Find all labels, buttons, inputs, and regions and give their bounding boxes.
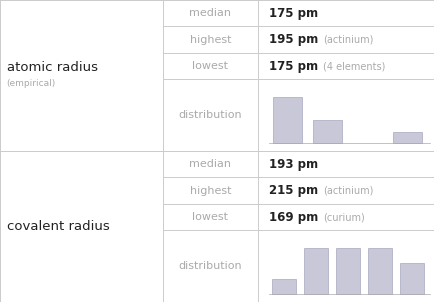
Text: lowest: lowest xyxy=(193,212,228,222)
Bar xyxy=(304,248,328,294)
Text: 193 pm: 193 pm xyxy=(269,158,318,171)
Text: highest: highest xyxy=(190,35,231,45)
Text: median: median xyxy=(190,8,231,18)
Text: covalent radius: covalent radius xyxy=(7,220,109,233)
Text: highest: highest xyxy=(190,186,231,196)
Text: median: median xyxy=(190,159,231,169)
Text: distribution: distribution xyxy=(179,261,242,271)
Bar xyxy=(313,120,342,143)
Text: 175 pm: 175 pm xyxy=(269,59,318,72)
Text: (empirical): (empirical) xyxy=(7,79,56,88)
Bar xyxy=(273,97,302,143)
Text: atomic radius: atomic radius xyxy=(7,61,98,75)
Bar xyxy=(272,279,296,294)
Text: lowest: lowest xyxy=(193,61,228,71)
Text: (4 elements): (4 elements) xyxy=(323,61,386,71)
Bar xyxy=(368,248,392,294)
Bar xyxy=(401,263,424,294)
Bar xyxy=(393,132,422,143)
Text: 169 pm: 169 pm xyxy=(269,210,318,223)
Text: 195 pm: 195 pm xyxy=(269,33,318,46)
Text: (actinium): (actinium) xyxy=(323,35,374,45)
Text: (curium): (curium) xyxy=(323,212,365,222)
Text: (actinium): (actinium) xyxy=(323,186,374,196)
Text: 215 pm: 215 pm xyxy=(269,184,318,197)
Bar xyxy=(336,248,360,294)
Text: 175 pm: 175 pm xyxy=(269,7,318,20)
Text: distribution: distribution xyxy=(179,110,242,120)
